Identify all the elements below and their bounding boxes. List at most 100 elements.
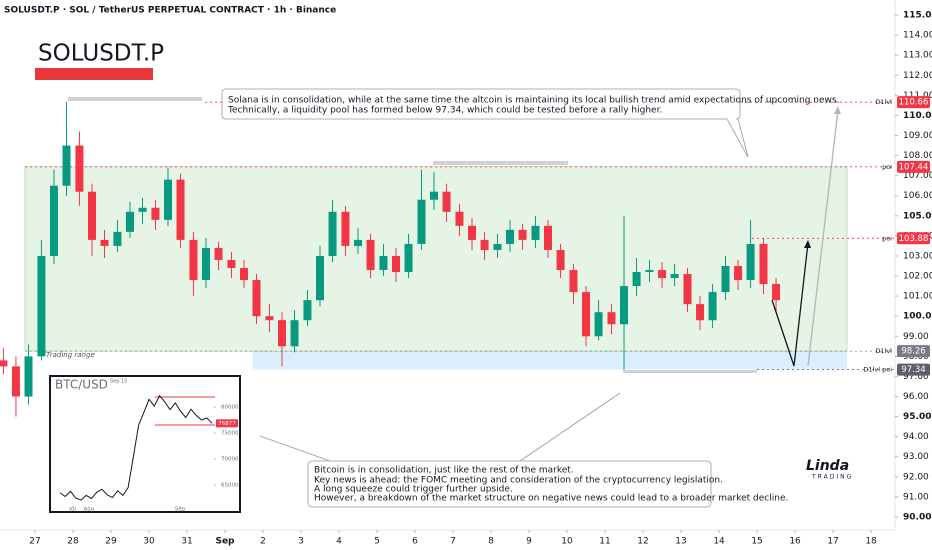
inset-date: Sep 15: [110, 379, 127, 385]
liquidity-bar: [623, 370, 757, 373]
candle-body: [594, 312, 603, 337]
x-tick-label: 13: [675, 537, 686, 547]
x-tick-label: 2: [260, 537, 266, 547]
x-tick-label: 31: [181, 537, 192, 547]
x-tick-label: 28: [67, 537, 79, 547]
note-box: [221, 88, 749, 158]
note-text: Key news is ahead: the FOMC meeting and …: [314, 476, 723, 486]
x-tick-label: 27: [29, 537, 40, 547]
candle-body: [506, 229, 515, 244]
candle-body: [125, 211, 134, 232]
inset-title: BTC/USD: [55, 378, 108, 392]
candle-body: [151, 207, 160, 220]
candle-body: [683, 274, 692, 305]
candle-body: [75, 145, 84, 192]
price-box-label: 97.34: [901, 365, 925, 375]
candle-body: [265, 316, 274, 321]
y-tick-label: 96.00: [903, 392, 929, 402]
price-box: [897, 363, 930, 376]
candle-body: [708, 292, 717, 321]
x-tick-label: 10: [561, 537, 573, 547]
logo: Linda: [806, 458, 849, 474]
y-tick-label: 115.00: [903, 11, 932, 21]
tag-bar: [35, 68, 153, 80]
candle-body: [632, 272, 641, 287]
price-box: [897, 96, 930, 109]
candle-body: [0, 360, 8, 367]
x-tick-label: 12: [637, 537, 648, 547]
candle-body: [341, 211, 350, 246]
note-text: Solana is in consolidation, while at the…: [228, 96, 839, 106]
y-tick-label: 108.00: [903, 151, 932, 161]
x-tick-label: 16: [789, 537, 801, 547]
candle-body: [303, 300, 312, 321]
note-tail: [519, 392, 621, 462]
inset-x-tick-label: Aug: [83, 507, 94, 513]
candle-body: [455, 211, 464, 226]
x-tick-label: 4: [336, 537, 342, 547]
candle-body: [49, 185, 58, 256]
price-box: [897, 232, 930, 245]
candle-body: [366, 239, 375, 271]
x-tick-label: 18: [865, 537, 877, 547]
inset-x-tick-label: Sep: [175, 507, 186, 513]
candle-body: [227, 259, 236, 269]
logo-sub: TRADING: [811, 474, 853, 481]
x-tick-label: Sep: [215, 537, 235, 547]
y-tick-label: 106.00: [903, 191, 932, 201]
y-tick-label: 102.00: [903, 272, 932, 282]
candle-body: [62, 145, 71, 186]
inset-y-tick-label: 75000: [221, 431, 239, 437]
candle-body: [544, 225, 553, 250]
price-box-label: 110.66: [899, 98, 929, 108]
liquidity-bar: [433, 161, 568, 165]
level-label: poi: [882, 163, 892, 171]
y-tick-label: 94.00: [903, 432, 929, 442]
candle-body: [658, 270, 667, 279]
candle-body: [176, 179, 185, 240]
candle-body: [607, 312, 616, 325]
price-box-label: 98.26: [901, 347, 925, 357]
candle-body: [670, 274, 679, 279]
candle-body: [354, 239, 362, 246]
y-tick-label: 112.00: [903, 71, 932, 81]
candle-body: [531, 225, 540, 240]
level-label: poi: [882, 234, 892, 242]
candle-body: [252, 280, 261, 317]
candle-body: [480, 239, 489, 250]
candle-body: [87, 191, 96, 240]
y-tick-label: 95.00: [903, 412, 931, 422]
axes: 90.00 91.00 92.00 93.00 94.00 95.00 96.00 97.00…: [29, 11, 932, 547]
y-tick-label: 107.00: [903, 171, 932, 181]
plot: D1lvl poi poi D1lvl D1lvl poi: [0, 98, 895, 417]
range-label: Trading range: [46, 351, 95, 359]
x-tick-label: 7: [450, 537, 456, 547]
x-tick-label: 29: [105, 537, 117, 547]
candle-body: [214, 247, 223, 260]
candle-body: [163, 179, 172, 220]
candle-body: [328, 211, 337, 256]
target-arrow: [807, 109, 839, 367]
price-box-label: 103.88: [899, 234, 929, 244]
y-tick-label: 101.00: [903, 292, 932, 302]
note-text: However, a breakdown of the market struc…: [314, 494, 788, 504]
candle-body: [290, 320, 299, 347]
candle-body: [417, 199, 426, 244]
y-tick-label: 97.00: [903, 372, 929, 382]
inset-chart: BTC/USD Sep 15 65000 70000 75000 80000 Jul Au…: [49, 375, 241, 513]
inset-y-tick-label: 65000: [221, 483, 239, 489]
x-tick-label: 11: [599, 537, 610, 547]
candle-body: [189, 239, 198, 281]
y-tick-label: 105.00: [903, 211, 932, 221]
candle-body: [100, 239, 109, 246]
candle-body: [239, 268, 248, 281]
x-tick-label: 17: [827, 537, 838, 547]
x-tick-label: 30: [143, 537, 155, 547]
y-tick-label: 103.00: [903, 251, 932, 261]
inset-y-tick-label: 70000: [221, 457, 239, 463]
inset-y-tick-label: 80000: [221, 405, 239, 411]
header: SOLUSDT.P · SOL / TetherUS PERPETUAL CON…: [4, 6, 336, 16]
candle-body: [138, 207, 147, 212]
x-tick-label: 15: [751, 537, 762, 547]
